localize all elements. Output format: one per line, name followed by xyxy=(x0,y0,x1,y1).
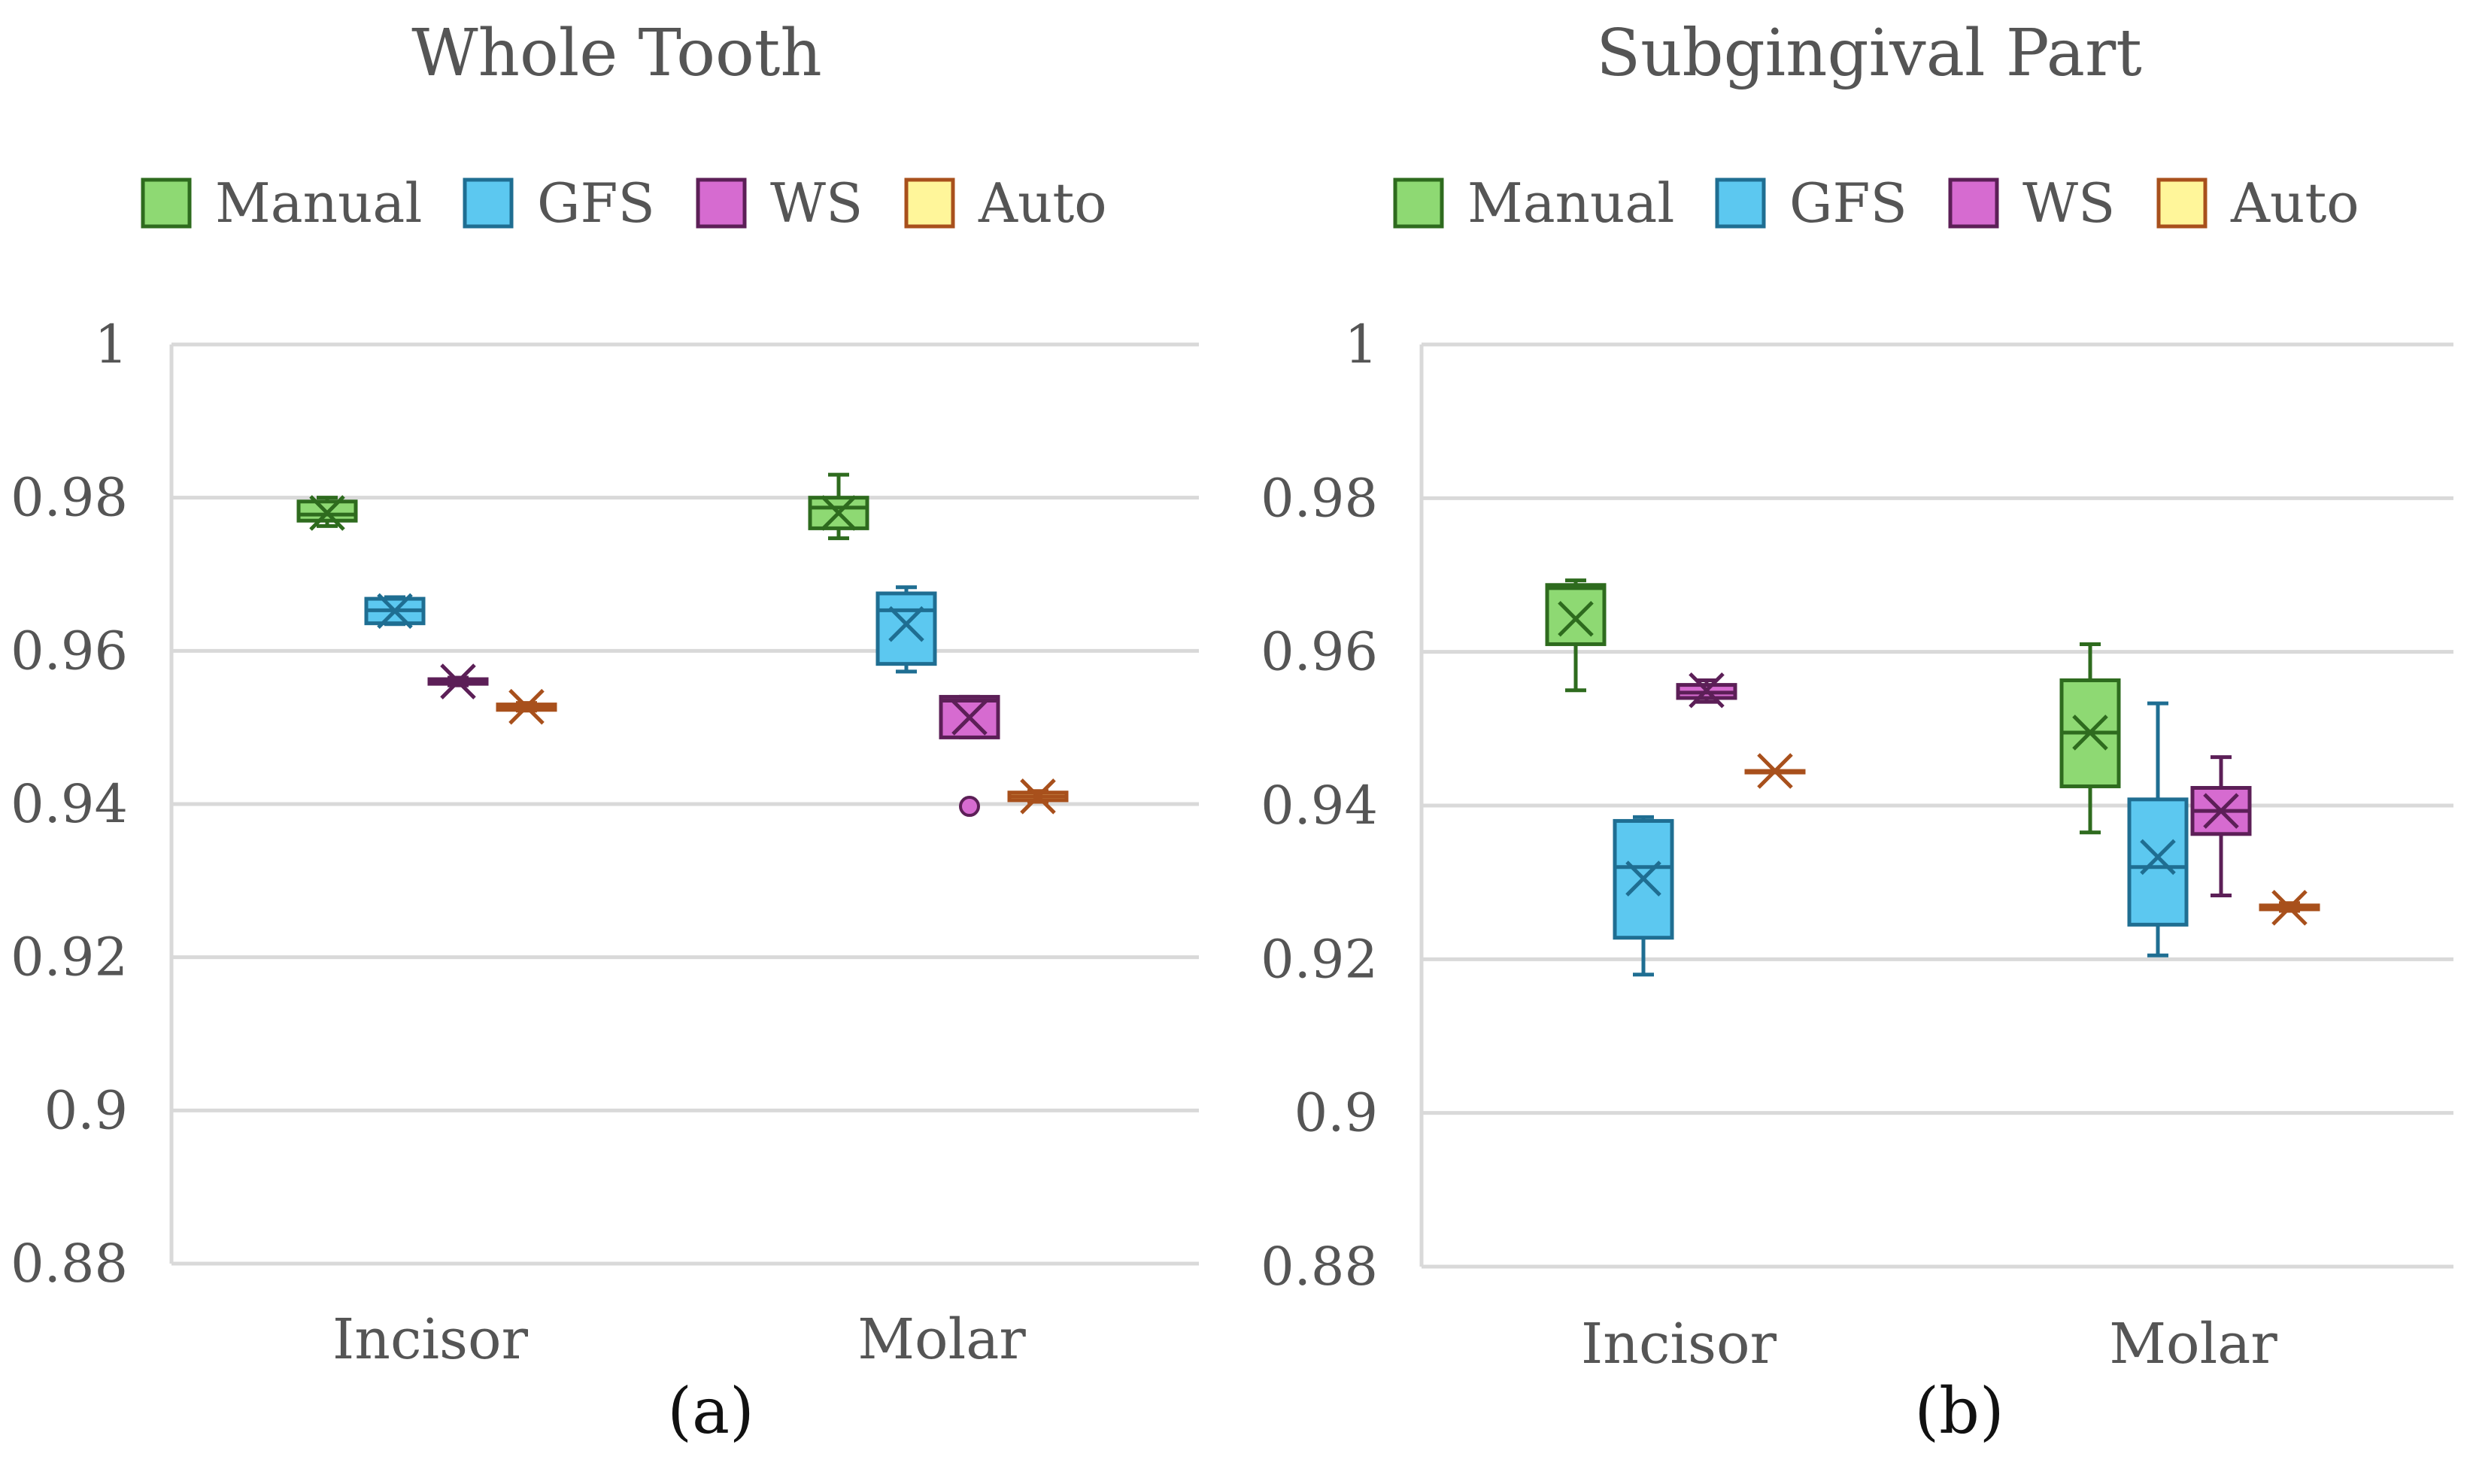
box-manual-incisor-iqr-box xyxy=(1545,583,1607,646)
box-auto-molar xyxy=(2259,890,2320,926)
legend-swatch-gfs xyxy=(1715,178,1766,229)
y-tick-label-0-94: 0.94 xyxy=(1261,775,1378,836)
panel-caption: (b) xyxy=(1914,1374,2004,1448)
x-tick-label-incisor: Incisor xyxy=(332,1307,529,1372)
chart-title: Whole Tooth xyxy=(411,16,821,91)
y-tick-label-1: 1 xyxy=(1344,314,1378,375)
box-manual-incisor xyxy=(296,495,358,531)
legend-label-auto: Auto xyxy=(2230,171,2359,235)
y-tick-label-0-88: 0.88 xyxy=(1261,1236,1378,1297)
box-ws-molar-outlier-0 xyxy=(959,796,980,818)
panel-caption: (a) xyxy=(667,1374,754,1448)
y-tick-label-0-9: 0.9 xyxy=(1294,1082,1378,1144)
legend-swatch-manual xyxy=(1393,178,1444,229)
legend-label-auto: Auto xyxy=(978,171,1107,235)
box-manual-incisor-mean-marker xyxy=(309,495,345,531)
box-gfs-incisor-mean-marker xyxy=(1625,860,1661,897)
y-tick-label-0-88: 0.88 xyxy=(11,1233,128,1294)
legend-label-ws: WS xyxy=(2022,171,2115,235)
box-manual-incisor-mean-marker xyxy=(1558,600,1594,637)
box-gfs-molar xyxy=(2127,701,2189,957)
box-ws-incisor xyxy=(1676,672,1737,709)
box-manual-incisor xyxy=(1545,578,1607,693)
y-tick-label-0-96: 0.96 xyxy=(1261,621,1378,683)
y-tick-label-0-98: 0.98 xyxy=(11,467,128,529)
y-tick-label-0-92: 0.92 xyxy=(1261,928,1378,990)
box-auto-incisor xyxy=(496,688,557,725)
box-auto-molar-mean-marker xyxy=(2271,890,2308,926)
box-gfs-incisor-mean-marker xyxy=(377,593,413,630)
y-tick-label-0-96: 0.96 xyxy=(11,620,128,681)
legend-label-manual: Manual xyxy=(215,171,422,235)
box-ws-molar-mean-marker xyxy=(2203,793,2239,829)
box-manual-molar-mean-marker xyxy=(2072,715,2108,751)
y-tick-label-0-9: 0.9 xyxy=(44,1079,128,1141)
legend-swatch-auto xyxy=(2156,178,2208,229)
box-auto-molar-mean-marker xyxy=(1020,778,1056,815)
legend-label-gfs: GFS xyxy=(537,171,655,235)
legend-swatch-ws xyxy=(1948,178,1999,229)
box-auto-incisor-mean-marker xyxy=(508,688,545,725)
y-tick-label-0-98: 0.98 xyxy=(1261,467,1378,529)
legend-swatch-manual xyxy=(141,178,192,229)
panel-whole-tooth: Whole Tooth Manual GFS WS Auto 0.88 0.9 0.92 0.9… xyxy=(11,16,1199,1448)
box-manual-molar xyxy=(808,472,869,541)
legend-label-manual: Manual xyxy=(1467,171,1674,235)
box-manual-molar xyxy=(2059,642,2121,835)
box-ws-incisor xyxy=(427,663,489,700)
box-ws-molar xyxy=(939,694,1000,818)
box-auto-incisor-mean-marker xyxy=(1757,753,1793,789)
box-gfs-incisor xyxy=(364,593,426,630)
legend-label-gfs: GFS xyxy=(1789,171,1907,235)
box-gfs-molar-iqr-box xyxy=(875,591,937,666)
box-gfs-molar-mean-marker xyxy=(2140,839,2176,876)
box-auto-molar xyxy=(1007,778,1069,815)
box-gfs-molar xyxy=(875,585,937,674)
x-tick-label-molar: Molar xyxy=(2109,1312,2277,1376)
box-ws-molar xyxy=(2190,755,2252,898)
panel-subgingival-part: Subgingival Part Manual GFS WS Auto 0.88 0.9 0.… xyxy=(1261,16,2453,1448)
box-ws-incisor-mean-marker xyxy=(440,663,476,700)
box-auto-incisor xyxy=(1744,753,1806,789)
box-manual-molar-mean-marker xyxy=(821,495,857,531)
box-gfs-incisor xyxy=(1613,815,1674,977)
legend-label-ws: WS xyxy=(770,171,863,235)
box-ws-incisor-mean-marker xyxy=(1689,672,1725,709)
x-tick-label-incisor: Incisor xyxy=(1581,1312,1777,1376)
y-tick-label-0-94: 0.94 xyxy=(11,773,128,835)
box-gfs-molar-mean-marker xyxy=(888,605,924,642)
legend-swatch-ws xyxy=(696,178,747,229)
y-tick-label-1: 1 xyxy=(94,314,128,375)
legend-swatch-auto xyxy=(904,178,955,229)
legend-swatch-gfs xyxy=(463,178,514,229)
chart-title: Subgingival Part xyxy=(1596,16,2142,91)
box-gfs-molar-iqr-box xyxy=(2127,797,2189,927)
x-tick-label-molar: Molar xyxy=(857,1307,1026,1372)
y-tick-label-0-92: 0.92 xyxy=(11,927,128,988)
box-ws-molar-mean-marker xyxy=(951,700,988,736)
